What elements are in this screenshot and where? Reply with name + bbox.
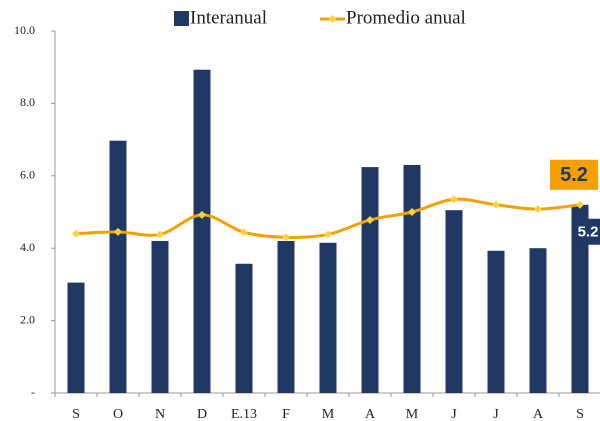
bar bbox=[361, 167, 379, 393]
marker bbox=[114, 227, 122, 236]
marker bbox=[72, 229, 80, 238]
marker bbox=[366, 215, 374, 224]
bar bbox=[403, 164, 421, 393]
x-tick-label: S bbox=[576, 407, 584, 421]
bar bbox=[529, 248, 547, 393]
y-tick-label: 2.0 bbox=[20, 312, 35, 326]
data-label: 5.2 bbox=[578, 224, 599, 241]
legend-label: Interanual bbox=[190, 7, 267, 28]
x-tick-label: D bbox=[197, 407, 207, 421]
x-tick-label: J bbox=[451, 407, 457, 421]
bar bbox=[487, 250, 505, 393]
marker bbox=[492, 200, 500, 209]
marker bbox=[576, 200, 584, 209]
x-tick-label: M bbox=[322, 407, 335, 421]
marker bbox=[324, 230, 332, 239]
bar bbox=[109, 140, 127, 393]
x-tick-label: A bbox=[365, 407, 376, 421]
data-label-box bbox=[573, 218, 600, 245]
x-tick-label: E.13 bbox=[231, 407, 257, 421]
data-label: 5.2 bbox=[560, 164, 588, 186]
marker bbox=[198, 210, 206, 219]
legend-swatch bbox=[328, 15, 337, 23]
marker bbox=[240, 228, 248, 237]
bar bbox=[319, 242, 337, 393]
bar bbox=[67, 282, 85, 393]
x-tick-label: S bbox=[72, 407, 80, 421]
y-tick-label: 10.0 bbox=[14, 23, 35, 37]
data-label-box bbox=[550, 159, 598, 190]
x-tick-label: A bbox=[533, 407, 544, 421]
x-tick-label: F bbox=[282, 407, 290, 421]
bar bbox=[571, 204, 589, 393]
bar bbox=[235, 263, 253, 393]
x-tick-label: O bbox=[113, 407, 123, 421]
legend-label: Promedio anual bbox=[346, 7, 466, 28]
marker bbox=[282, 233, 290, 242]
x-tick-label: J bbox=[493, 407, 499, 421]
marker bbox=[450, 195, 458, 204]
y-tick-label: 6.0 bbox=[20, 168, 35, 182]
marker bbox=[408, 208, 416, 216]
bar bbox=[151, 240, 169, 393]
marker bbox=[156, 230, 164, 239]
bar bbox=[277, 240, 295, 393]
y-tick-label: - bbox=[31, 385, 35, 399]
y-tick-label: 4.0 bbox=[20, 240, 35, 254]
y-tick-label: 8.0 bbox=[20, 95, 35, 109]
x-tick-label: N bbox=[155, 407, 165, 421]
legend-swatch bbox=[174, 11, 189, 26]
bar bbox=[445, 210, 463, 393]
x-tick-label: M bbox=[406, 407, 419, 421]
marker bbox=[534, 205, 542, 214]
bar bbox=[193, 69, 211, 393]
